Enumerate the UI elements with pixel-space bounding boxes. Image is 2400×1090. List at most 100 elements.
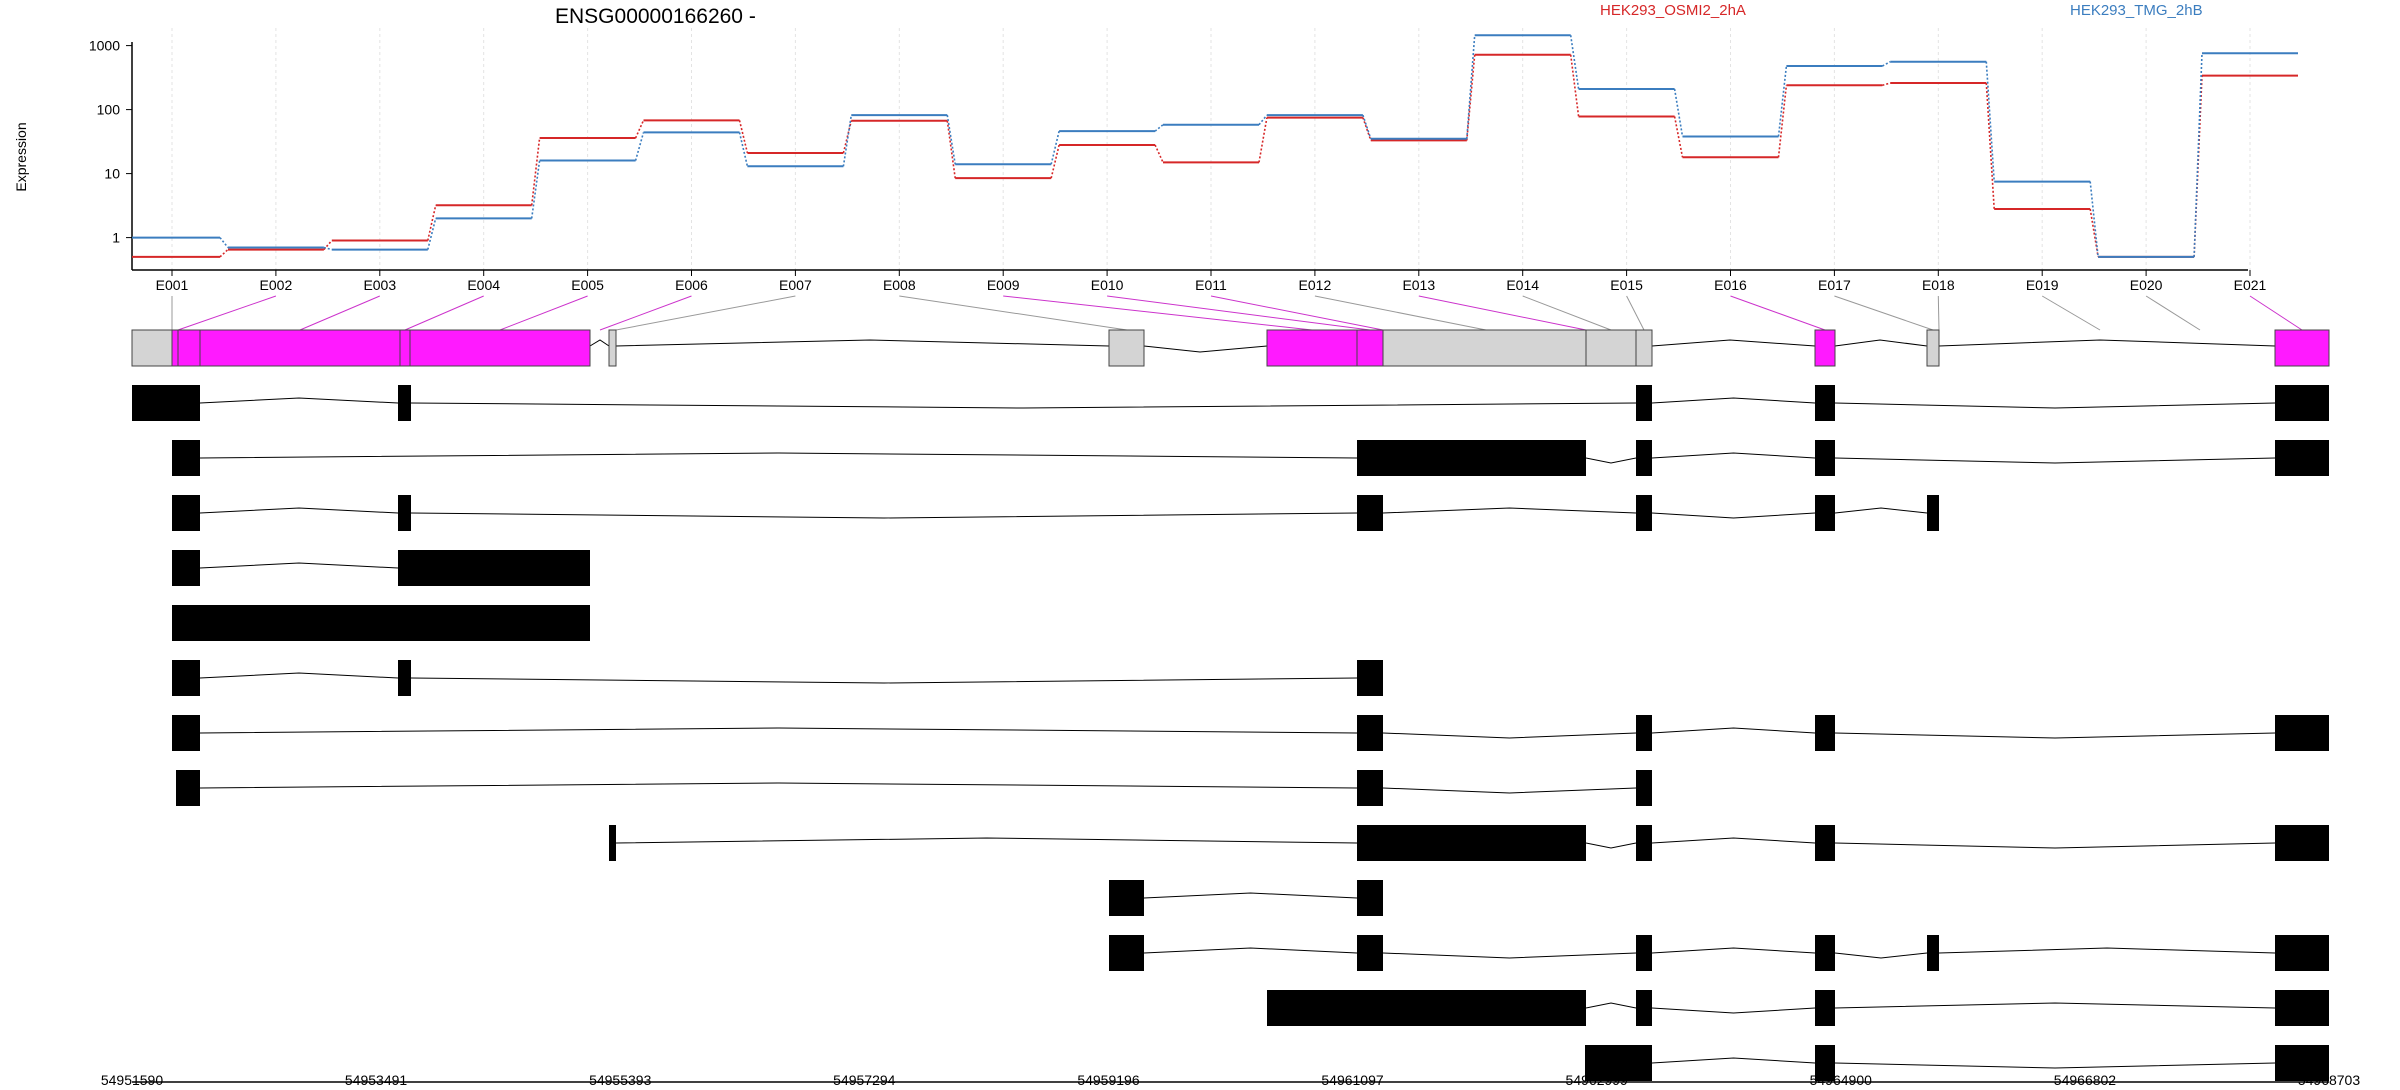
data-connector bbox=[1673, 116, 1684, 158]
exon-label: E005 bbox=[571, 277, 604, 293]
chart-title: ENSG00000166260 - bbox=[555, 5, 756, 28]
y-tick-label: 10 bbox=[104, 166, 120, 182]
data-connector bbox=[2193, 53, 2203, 257]
transcript-exon bbox=[1815, 990, 1835, 1026]
exon-connector bbox=[1730, 295, 1826, 331]
data-connector bbox=[2193, 75, 2203, 257]
exon-block bbox=[1356, 329, 1384, 367]
transcript-exon bbox=[1815, 935, 1835, 971]
transcript-exon bbox=[398, 660, 411, 696]
transcript-exon bbox=[1109, 880, 1144, 916]
data-connector bbox=[738, 120, 749, 154]
data-connector bbox=[1154, 124, 1164, 132]
data-connector bbox=[1050, 130, 1060, 165]
transcript-exon bbox=[1636, 825, 1652, 861]
transcript-exon bbox=[1636, 770, 1652, 806]
genomic-axis: 54951590 54953491 54955393 54957294 54959196… bbox=[101, 1072, 2361, 1088]
intron bbox=[1938, 947, 2276, 954]
gene-model bbox=[131, 295, 2330, 367]
exon-label: E007 bbox=[779, 277, 812, 293]
transcript-exon bbox=[1357, 715, 1383, 751]
legend-series-2: HEK293_TMG_2hB bbox=[2070, 2, 2203, 19]
exon-connector bbox=[1834, 295, 1934, 331]
transcript-exon bbox=[1815, 715, 1835, 751]
transcript-11 bbox=[1109, 935, 2329, 971]
exon-connector bbox=[899, 295, 1128, 331]
exon-block bbox=[409, 329, 591, 367]
intron bbox=[1834, 952, 1928, 959]
transcript-exon bbox=[2275, 440, 2329, 476]
transcript-exon bbox=[1357, 495, 1383, 531]
exon-label: E009 bbox=[987, 277, 1020, 293]
exon-connector bbox=[1314, 295, 1487, 331]
intron bbox=[1651, 1057, 1816, 1064]
exon-label: E017 bbox=[1818, 277, 1851, 293]
transcript-1 bbox=[132, 385, 2329, 421]
genomic-tick-label: 54964900 bbox=[1810, 1072, 1873, 1088]
exon-label: E001 bbox=[156, 277, 189, 293]
exon-connector bbox=[1210, 295, 1384, 331]
intron bbox=[1938, 339, 2276, 347]
exon-label: E011 bbox=[1195, 277, 1227, 293]
exon-connector bbox=[1418, 295, 1587, 331]
data-connector bbox=[1258, 114, 1268, 126]
data-connector bbox=[738, 132, 749, 167]
exon-block bbox=[1814, 329, 1836, 367]
transcript-exon bbox=[2275, 715, 2329, 751]
genomic-tick-label: 54955393 bbox=[589, 1072, 652, 1088]
data-connector bbox=[1882, 82, 1891, 87]
exon-label: E008 bbox=[883, 277, 916, 293]
genomic-tick-label: 54962999 bbox=[1566, 1072, 1629, 1088]
exon-connector bbox=[299, 295, 380, 331]
exon-label: E020 bbox=[2130, 277, 2163, 293]
exon-connector bbox=[599, 295, 692, 331]
exon-block bbox=[177, 329, 201, 367]
transcript-exon bbox=[1357, 660, 1383, 696]
intron bbox=[1834, 339, 1928, 347]
intron bbox=[615, 837, 1358, 844]
genomic-tick-label: 54961097 bbox=[1321, 1072, 1384, 1088]
data-connector bbox=[530, 160, 541, 219]
data-connector bbox=[1569, 35, 1580, 90]
transcript-exon bbox=[1815, 385, 1835, 421]
intron bbox=[199, 562, 399, 569]
intron bbox=[1143, 892, 1358, 899]
exon-label: E012 bbox=[1299, 277, 1332, 293]
exon-connector bbox=[1626, 295, 1645, 331]
data-connector bbox=[1050, 144, 1060, 179]
exon-block bbox=[2274, 329, 2330, 367]
transcript-exon bbox=[1927, 935, 1939, 971]
transcript-exon bbox=[1636, 990, 1652, 1026]
data-connector bbox=[1362, 114, 1372, 140]
legend-series-1: HEK293_OSMI2_2hA bbox=[1600, 2, 1746, 19]
data-connector bbox=[1882, 61, 1891, 67]
data-connector bbox=[219, 237, 229, 249]
exon-connector bbox=[1107, 295, 1371, 331]
data-connector bbox=[530, 137, 541, 206]
transcript-exon bbox=[1815, 495, 1835, 531]
intron bbox=[1143, 345, 1268, 353]
transcript-8 bbox=[176, 770, 1652, 806]
exon-block bbox=[1585, 329, 1637, 367]
transcript-exon bbox=[1636, 495, 1652, 531]
genomic-tick-label: 54959196 bbox=[1077, 1072, 1140, 1088]
series-1 bbox=[132, 53, 2298, 258]
y-tick-label: 1000 bbox=[89, 38, 120, 54]
intron bbox=[1382, 732, 1637, 739]
transcript-tracks bbox=[132, 385, 2329, 1081]
intron bbox=[615, 339, 1110, 347]
transcript-exon bbox=[172, 605, 590, 641]
transcript-exon bbox=[609, 825, 616, 861]
transcript-exon bbox=[1357, 935, 1383, 971]
data-connector bbox=[842, 114, 853, 167]
plot-area: 1 10 100 1000 E001 E002 E003 E004 E005 E006 E007 E0… bbox=[89, 28, 2298, 293]
intron bbox=[1651, 837, 1816, 844]
y-tick-label: 1 bbox=[112, 230, 120, 246]
intron bbox=[1834, 1002, 2276, 1009]
transcript-exon bbox=[1357, 440, 1586, 476]
transcript-exon bbox=[1927, 495, 1939, 531]
intron bbox=[199, 727, 1358, 734]
intron bbox=[1382, 507, 1637, 514]
exon-block bbox=[1926, 329, 1940, 367]
